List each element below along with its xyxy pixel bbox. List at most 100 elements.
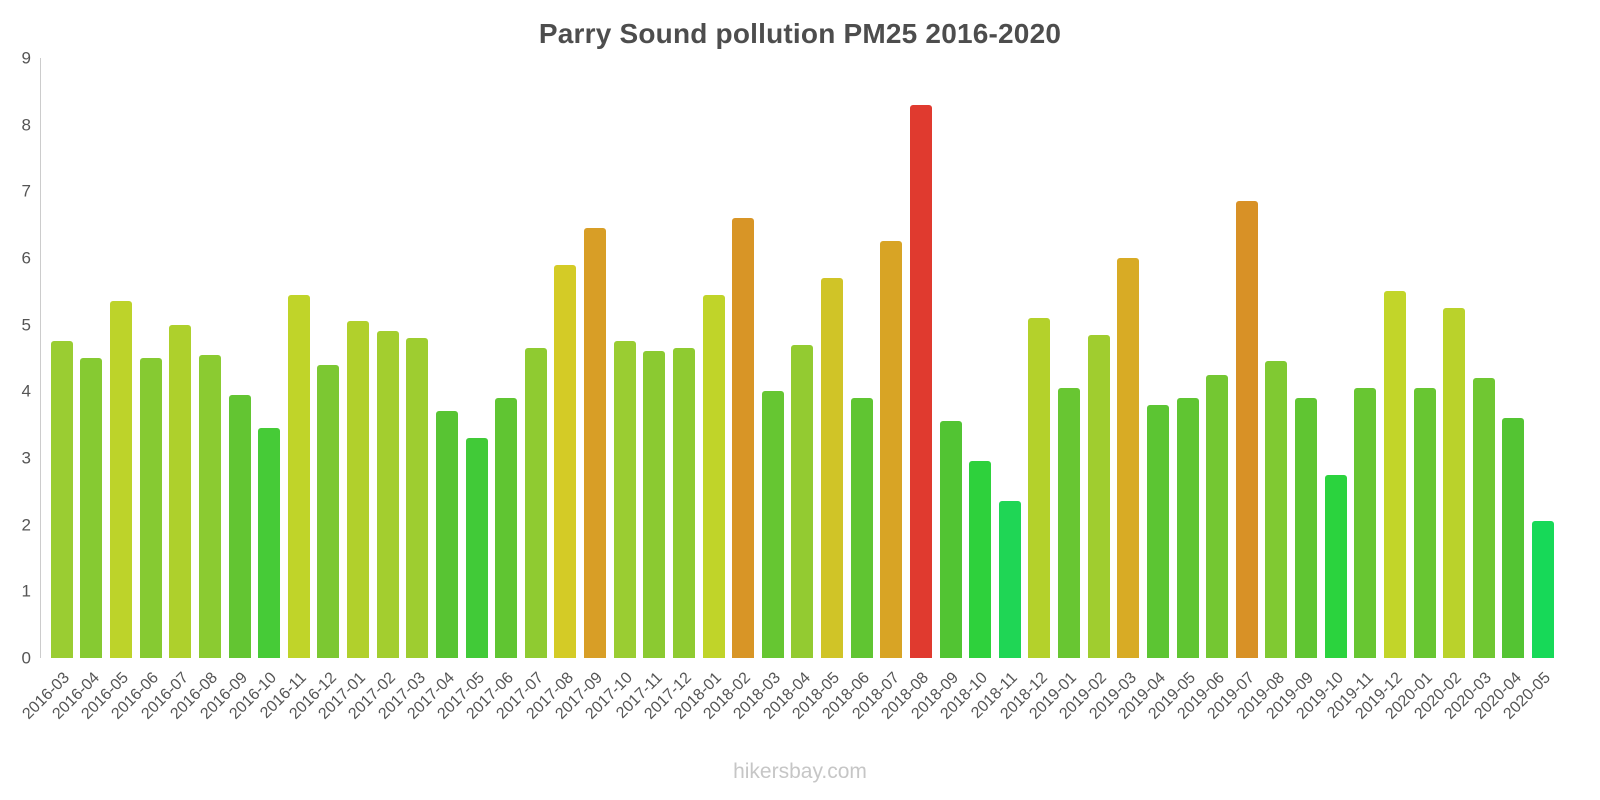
bar[interactable] xyxy=(287,294,310,658)
bar-slot: 2018-06 xyxy=(819,58,877,723)
bar[interactable] xyxy=(1295,398,1318,658)
bar[interactable] xyxy=(347,321,370,658)
y-axis-label: 3 xyxy=(21,448,31,468)
bar-slot: 2018-01 xyxy=(671,58,729,723)
y-axis-label: 6 xyxy=(21,248,31,268)
bar-slot: 2018-03 xyxy=(731,58,788,723)
bar-slot: 2017-01 xyxy=(316,58,373,723)
bar[interactable] xyxy=(909,104,932,658)
y-axis: 0 1 2 3 4 5 6 7 8 9 xyxy=(8,50,40,667)
watermark: hikersbay.com xyxy=(733,760,867,783)
bar[interactable] xyxy=(584,228,607,658)
plot-area: 2016-03 2016-04 2016-05 2016-06 2016-07 2016-… xyxy=(20,58,1564,723)
bar[interactable] xyxy=(198,354,221,658)
bar-slot: 2018-07 xyxy=(849,58,907,723)
bar-slot: 2018-02 xyxy=(701,58,758,723)
bar[interactable] xyxy=(1028,318,1051,658)
bar-slot: 2016-06 xyxy=(108,58,166,723)
bar[interactable] xyxy=(50,341,73,658)
bar[interactable] xyxy=(1058,388,1081,658)
bar-slot: 2017-12 xyxy=(642,58,699,723)
bar[interactable] xyxy=(702,294,725,658)
bar[interactable] xyxy=(495,398,518,658)
y-axis-label: 7 xyxy=(21,181,31,201)
bar-slot: 2016-11 xyxy=(257,58,314,722)
bar[interactable] xyxy=(524,348,547,658)
bar[interactable] xyxy=(1413,388,1436,658)
bar[interactable] xyxy=(791,344,814,658)
bar-slot: 2019-11 xyxy=(1324,58,1381,722)
bar[interactable] xyxy=(1265,361,1288,658)
bar-slot: 2018-08 xyxy=(879,58,936,723)
bar[interactable] xyxy=(1354,388,1377,658)
chart-title: Parry Sound pollution PM25 2016-2020 xyxy=(538,18,1062,49)
bar-slot: 2020-04 xyxy=(1471,58,1529,723)
bar-slot: 2019-03 xyxy=(1086,58,1144,723)
bar-slot: 2017-09 xyxy=(553,58,610,723)
bar-slot: 2018-09 xyxy=(908,58,966,723)
y-axis-label: 2 xyxy=(21,515,31,535)
bar[interactable] xyxy=(1206,374,1229,658)
bar[interactable] xyxy=(998,501,1021,658)
bar-slot: 2016-09 xyxy=(197,58,255,723)
bar-slot: 2019-04 xyxy=(1116,58,1173,723)
bar[interactable] xyxy=(1532,521,1555,658)
y-axis-label: 1 xyxy=(21,581,31,601)
bar-slot: 2019-06 xyxy=(1175,58,1232,723)
bar[interactable] xyxy=(139,358,162,658)
bar[interactable] xyxy=(761,391,784,658)
bar-slot: 2017-05 xyxy=(434,58,492,723)
bar[interactable] xyxy=(465,438,488,658)
bar[interactable] xyxy=(969,461,992,658)
bar-slot: 2016-03 xyxy=(20,58,77,723)
bar[interactable] xyxy=(258,428,281,658)
bar-slot: 2019-02 xyxy=(1056,58,1114,723)
bar[interactable] xyxy=(1383,291,1406,658)
bar[interactable] xyxy=(1324,474,1347,658)
bar[interactable] xyxy=(613,341,636,658)
bar-slot: 2020-02 xyxy=(1412,58,1469,723)
bar[interactable] xyxy=(1235,201,1258,658)
bar[interactable] xyxy=(228,394,251,658)
bar[interactable] xyxy=(732,218,755,658)
bar-slot: 2016-07 xyxy=(138,58,196,723)
bar[interactable] xyxy=(643,351,666,658)
bar[interactable] xyxy=(821,278,844,658)
bar[interactable] xyxy=(1443,308,1466,658)
bar-slot: 2018-12 xyxy=(997,58,1055,723)
bar-slot: 2019-08 xyxy=(1234,58,1292,723)
bar-slot: 2018-11 xyxy=(968,58,1025,722)
bar[interactable] xyxy=(672,348,695,658)
bar-slot: 2017-10 xyxy=(582,58,640,723)
y-axis-label: 0 xyxy=(21,648,31,668)
bar[interactable] xyxy=(80,358,103,658)
bar[interactable] xyxy=(554,264,577,658)
bar[interactable] xyxy=(110,301,133,658)
bar[interactable] xyxy=(169,324,192,658)
bar[interactable] xyxy=(939,421,962,658)
bar[interactable] xyxy=(376,331,399,658)
bar-slot: 2017-07 xyxy=(494,58,551,723)
bar-slot: 2020-05 xyxy=(1501,58,1558,723)
bar[interactable] xyxy=(1502,418,1525,658)
bar-slot: 2016-04 xyxy=(49,58,107,723)
bar[interactable] xyxy=(850,398,873,658)
bar-slot: 2016-10 xyxy=(227,58,284,723)
bar[interactable] xyxy=(1176,398,1199,658)
bar[interactable] xyxy=(880,241,903,658)
bar-slot: 2018-05 xyxy=(790,58,847,723)
bar[interactable] xyxy=(1117,258,1140,658)
bar[interactable] xyxy=(1472,378,1495,658)
bar-slot: 2016-12 xyxy=(286,58,344,723)
bar-slot: 2016-08 xyxy=(168,58,225,723)
bar[interactable] xyxy=(435,411,458,658)
bar-slot: 2018-04 xyxy=(760,58,818,723)
y-axis-label: 8 xyxy=(21,115,31,135)
bar-slot: 2019-07 xyxy=(1205,58,1262,723)
bar[interactable] xyxy=(1087,334,1110,658)
bar[interactable] xyxy=(406,338,429,658)
bar[interactable] xyxy=(317,364,340,658)
bar[interactable] xyxy=(1146,404,1169,658)
